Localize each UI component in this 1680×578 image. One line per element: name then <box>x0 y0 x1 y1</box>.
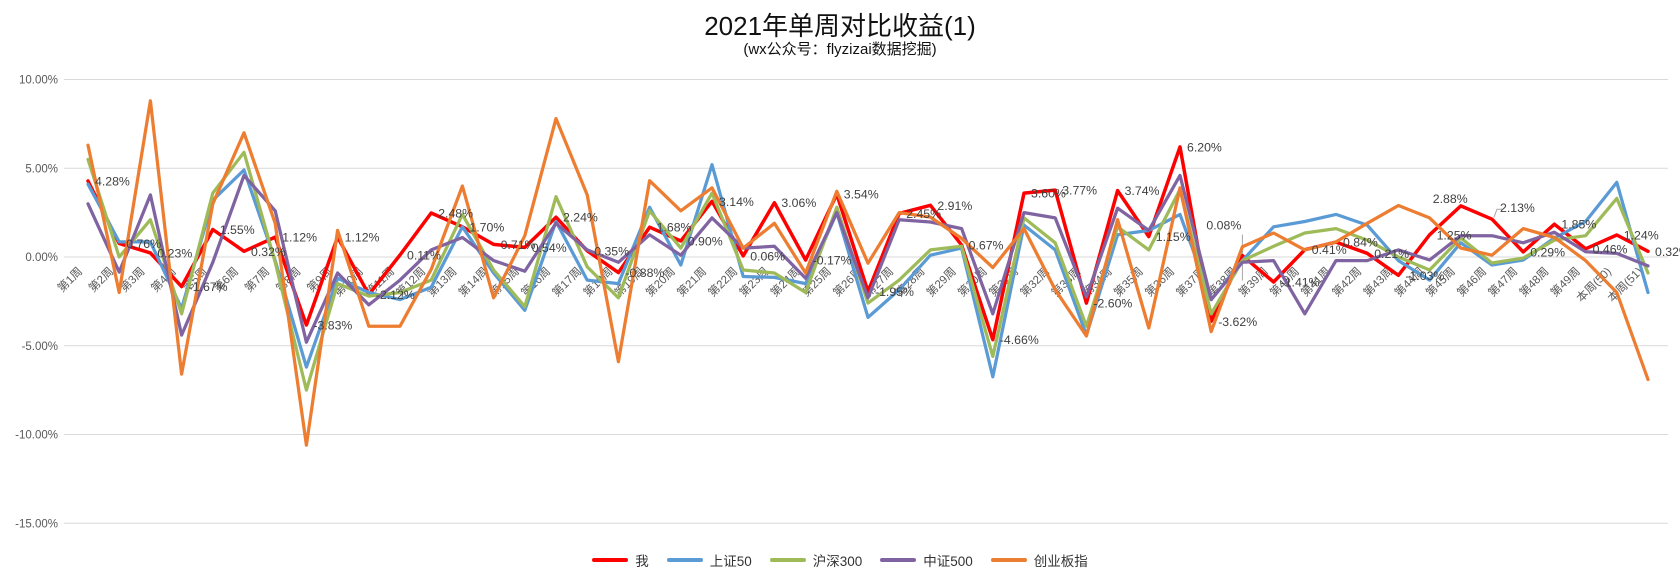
data-label: 2.88% <box>1433 192 1468 206</box>
data-label: 3.60% <box>1031 187 1066 201</box>
data-label: -3.62% <box>1218 315 1257 329</box>
data-label: 0.35% <box>594 244 629 258</box>
legend-item-上证50: 上证50 <box>666 550 752 570</box>
data-label: 1.12% <box>282 231 317 245</box>
legend-swatch-icon <box>769 558 806 562</box>
data-label: -1.41% <box>1281 276 1320 290</box>
legend-label: 我 <box>635 554 649 569</box>
data-label: 1.25% <box>1437 228 1472 242</box>
data-label: 2.91% <box>937 199 972 213</box>
data-label: -4.66% <box>1000 333 1039 347</box>
data-label: 3.77% <box>1062 184 1097 198</box>
data-label: 3.54% <box>844 188 879 202</box>
y-axis-tick-label: -5.00% <box>22 341 58 353</box>
x-axis-tick-label: 第17周 <box>549 264 584 299</box>
data-label: 3.14% <box>719 195 754 209</box>
x-axis-tick-label: 第21周 <box>674 264 709 299</box>
legend: 我 上证50 沪深300 中证500 创业板指 <box>0 550 1680 570</box>
x-axis-tick-label: 第48周 <box>1516 264 1551 299</box>
data-label: 4.28% <box>95 175 130 189</box>
data-label: 0.67% <box>969 239 1004 253</box>
data-label: -3.83% <box>313 318 352 332</box>
x-axis-tick-label: 第22周 <box>705 264 740 299</box>
legend-item-我: 我 <box>592 550 649 570</box>
data-label: 1.85% <box>1561 218 1596 232</box>
x-axis-tick-label: 第32周 <box>1017 264 1052 299</box>
data-label: 0.06% <box>750 249 785 263</box>
data-label: 1.70% <box>469 220 504 234</box>
legend-label: 中证500 <box>923 554 973 569</box>
legend-label: 沪深300 <box>812 554 863 569</box>
data-label: -1.67% <box>189 280 228 294</box>
data-label: 0.29% <box>1530 245 1565 259</box>
data-label: -1.95% <box>875 285 914 299</box>
data-label: -2.12% <box>376 288 415 302</box>
data-label: 1.12% <box>345 231 380 245</box>
data-label: 2.24% <box>563 211 598 225</box>
data-label: 6.20% <box>1187 140 1222 154</box>
data-label: 1.55% <box>220 223 255 237</box>
data-label: 0.08% <box>1206 219 1241 233</box>
data-label: 0.84% <box>1343 236 1378 250</box>
data-label: 3.06% <box>781 196 816 210</box>
y-axis-tick-label: 10.00% <box>19 75 58 87</box>
data-label: -0.88% <box>625 266 664 280</box>
legend-swatch-icon <box>592 558 629 562</box>
legend-swatch-icon <box>880 558 917 562</box>
data-label: 0.46% <box>1593 242 1628 256</box>
series-line-我 <box>86 145 1650 342</box>
data-label: -0.17% <box>813 254 852 268</box>
x-axis-tick-label: 第42周 <box>1329 264 1364 299</box>
data-label: 0.11% <box>407 249 441 263</box>
x-axis-tick-label: 第1周 <box>54 264 85 295</box>
data-label: 0.32% <box>1655 245 1680 259</box>
series-line-沪深300 <box>86 150 1650 392</box>
data-label: -1.03% <box>1405 269 1444 283</box>
legend-label: 创业板指 <box>1033 554 1088 569</box>
data-label: -2.60% <box>1093 297 1132 311</box>
data-label: 3.74% <box>1125 184 1160 198</box>
x-axis-tick-label: 第7周 <box>242 264 273 295</box>
data-label: 0.76% <box>126 237 161 251</box>
legend-item-创业板指: 创业板指 <box>990 550 1088 570</box>
data-label: 2.48% <box>438 206 473 220</box>
chart-subtitle: (wx公众号：flyzizai数据挖掘) <box>743 41 937 58</box>
legend-label: 上证50 <box>709 554 752 569</box>
x-axis-tick-label: 第2周 <box>86 264 117 295</box>
data-label: 1.15% <box>1156 230 1191 244</box>
x-axis-tick-label: 第39周 <box>1236 264 1271 299</box>
legend-swatch-icon <box>666 558 703 562</box>
x-axis-tick-label: 第29周 <box>924 264 959 299</box>
data-label: 0.32% <box>251 245 286 259</box>
y-axis-tick-label: 0.00% <box>25 252 58 264</box>
data-label: 0.54% <box>532 241 567 255</box>
series-line-创业板指 <box>86 99 1650 447</box>
data-label: 2.13% <box>1500 201 1535 215</box>
data-label: 2.45% <box>906 207 941 221</box>
data-label: 0.23% <box>157 246 192 260</box>
legend-item-沪深300: 沪深300 <box>769 550 863 570</box>
series-line-中证500 <box>86 173 1650 344</box>
data-label: 0.21% <box>1374 247 1409 261</box>
legend-swatch-icon <box>990 558 1027 562</box>
x-axis-tick-label: 第47周 <box>1485 264 1520 299</box>
data-label: 0.41% <box>1312 243 1347 257</box>
x-axis-tick-label: 第46周 <box>1454 264 1489 299</box>
y-axis-tick-label: -15.00% <box>15 518 58 530</box>
data-label: 1.68% <box>657 221 692 235</box>
y-axis-tick-label: 5.00% <box>25 163 58 175</box>
data-label: 1.24% <box>1624 228 1659 242</box>
legend-item-中证500: 中证500 <box>880 550 973 570</box>
chart-title: 2021年单周对比收益(1) <box>704 11 976 41</box>
label-leader-line <box>1493 208 1502 218</box>
y-axis-tick-label: -10.00% <box>15 430 58 442</box>
data-label: 0.71% <box>501 238 536 252</box>
data-label: 0.90% <box>688 235 723 249</box>
